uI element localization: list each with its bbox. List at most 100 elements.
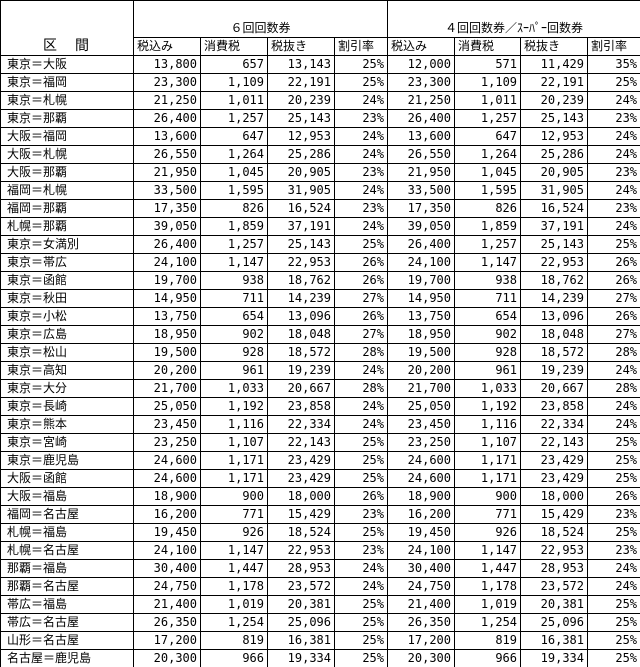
table-row: 東京＝秋田 14,950 711 14,239 27% 14,950 711 14,239 27…	[0, 289, 640, 308]
route-cell: 帯広＝名古屋	[0, 613, 134, 632]
route-cell: 福岡＝那覇	[0, 199, 134, 218]
table-row: 東京＝広島 18,950 902 18,048 27% 18,950 902 18,048 27…	[0, 325, 640, 344]
six-consumption-tax-cell: 926	[200, 523, 268, 542]
six-tax-included-cell: 24,100	[133, 541, 201, 560]
four-consumption-tax-cell: 1,045	[454, 163, 522, 182]
route-cell: 東京＝帯広	[0, 253, 134, 272]
four-discount-rate-cell: 25%	[587, 73, 640, 92]
route-cell: 那覇＝名古屋	[0, 577, 134, 596]
six-tax-included-cell: 21,950	[133, 163, 201, 182]
six-tax-excluded-cell: 20,239	[267, 91, 335, 110]
six-discount-rate-cell: 23%	[333, 505, 389, 524]
four-tax-included-cell: 39,050	[387, 217, 456, 236]
table-row: 大阪＝那覇 21,950 1,045 20,905 23% 21,950 1,045 20,9…	[0, 163, 640, 182]
six-consumption-tax-cell: 1,257	[200, 109, 268, 128]
six-consumption-tax-cell: 961	[200, 361, 268, 380]
six-consumption-tax-cell: 1,033	[200, 379, 268, 398]
six-tax-excluded-cell: 23,572	[267, 577, 335, 596]
four-discount-rate-cell: 25%	[587, 595, 640, 614]
four-consumption-tax-cell: 647	[454, 127, 522, 146]
route-cell: 札幌＝福島	[0, 523, 134, 542]
six-tax-excluded-cell: 20,381	[267, 595, 335, 614]
six-tax-excluded-cell: 22,953	[267, 253, 335, 272]
table-row: 東京＝鹿児島 24,600 1,171 23,429 25% 24,600 1,171 23,…	[0, 451, 640, 470]
route-cell: 東京＝大阪	[0, 55, 134, 74]
four-tax-excluded-cell: 18,048	[520, 325, 589, 344]
route-cell: 大阪＝福島	[0, 487, 134, 506]
four-tax-included-cell: 25,050	[387, 397, 456, 416]
four-tax-excluded-cell: 13,096	[520, 307, 589, 326]
six-tax-included-cell: 24,750	[133, 577, 201, 596]
four-tax-excluded-cell: 22,953	[520, 253, 589, 272]
six-tax-excluded-cell: 20,905	[267, 163, 335, 182]
four-tax-included-cell: 21,700	[387, 379, 456, 398]
six-discount-rate-cell: 25%	[333, 523, 389, 542]
six-discount-rate-cell: 23%	[333, 163, 389, 182]
four-consumption-tax-cell: 1,147	[454, 253, 522, 272]
four-consumption-tax-cell: 1,019	[454, 595, 522, 614]
four-discount-rate-cell: 24%	[587, 145, 640, 164]
four-consumption-tax-cell: 1,859	[454, 217, 522, 236]
route-cell: 東京＝高知	[0, 361, 134, 380]
six-consumption-tax-cell: 1,447	[200, 559, 268, 578]
six-tax-excluded-cell: 23,429	[267, 451, 335, 470]
six-tax-excluded-cell: 28,953	[267, 559, 335, 578]
route-cell: 東京＝長崎	[0, 397, 134, 416]
table-row: 那覇＝名古屋 24,750 1,178 23,572 24% 24,750 1,178 23,…	[0, 577, 640, 596]
section-header: 区 間	[0, 0, 134, 56]
route-cell: 東京＝熊本	[0, 415, 134, 434]
four-tax-included-cell: 33,500	[387, 181, 456, 200]
table-row: 福岡＝札幌 33,500 1,595 31,905 24% 33,500 1,595 31,9…	[0, 181, 640, 200]
route-cell: 東京＝大分	[0, 379, 134, 398]
route-cell: 大阪＝那覇	[0, 163, 134, 182]
table-row: 東京＝高知 20,200 961 19,239 24% 20,200 961 19,239 24…	[0, 361, 640, 380]
four-consumption-tax-cell: 966	[454, 649, 522, 667]
four-discount-rate-cell: 25%	[587, 523, 640, 542]
four-discount-rate-cell: 24%	[587, 127, 640, 146]
six-tax-excluded-cell: 20,667	[267, 379, 335, 398]
four-tax-excluded-cell: 22,191	[520, 73, 589, 92]
four-tax-excluded-cell: 14,239	[520, 289, 589, 308]
four-tax-excluded-cell: 16,524	[520, 199, 589, 218]
four-tax-excluded-cell: 23,858	[520, 397, 589, 416]
six-discount-rate-cell: 28%	[333, 343, 389, 362]
six-tax-included-cell: 17,200	[133, 631, 201, 650]
four-tax-excluded-cell: 19,239	[520, 361, 589, 380]
route-cell: 東京＝秋田	[0, 289, 134, 308]
four-tax-included-cell: 26,400	[387, 235, 456, 254]
four-consumption-tax-cell: 711	[454, 289, 522, 308]
six-tax-included-cell: 23,300	[133, 73, 201, 92]
six-tax-excluded-cell: 22,953	[267, 541, 335, 560]
six-tax-included-cell: 26,400	[133, 235, 201, 254]
six-tax-included-cell: 25,050	[133, 397, 201, 416]
four-discount-rate-cell: 25%	[587, 649, 640, 667]
six-consumption-tax-cell: 711	[200, 289, 268, 308]
four-tax-included-cell: 24,600	[387, 451, 456, 470]
four-consumption-tax-cell: 1,171	[454, 451, 522, 470]
table-row: 那覇＝福島 30,400 1,447 28,953 24% 30,400 1,447 28,9…	[0, 559, 640, 578]
six-discount-rate-cell: 24%	[333, 127, 389, 146]
six-tax-included-cell: 19,500	[133, 343, 201, 362]
six-tax-excluded-cell: 19,239	[267, 361, 335, 380]
six-consumption-tax-cell: 1,178	[200, 577, 268, 596]
table-row: 名古屋＝鹿児島 20,300 966 19,334 25% 20,300 966 19,334…	[0, 649, 640, 667]
route-cell: 東京＝宮崎	[0, 433, 134, 452]
column-header-row: 税込み 消費税 税抜き 割引率 税込み 消費税 税抜き 割引率	[1, 37, 640, 56]
table-row: 札幌＝名古屋 24,100 1,147 22,953 23% 24,100 1,147 22,…	[0, 541, 640, 560]
four-tax-excluded-cell: 12,953	[520, 127, 589, 146]
table-row: 大阪＝福岡 13,600 647 12,953 24% 13,600 647 12,953 24…	[0, 127, 640, 146]
four-ticket-group-header: ４回回数券／ｽｰﾊﾟｰ回数券	[387, 0, 640, 38]
six-consumption-tax-cell: 900	[200, 487, 268, 506]
six-discount-rate-cell: 24%	[333, 415, 389, 434]
four-discount-rate-cell: 26%	[587, 487, 640, 506]
six-tax-excluded-cell: 25,143	[267, 235, 335, 254]
four-tax-included-cell: 17,350	[387, 199, 456, 218]
route-cell: 東京＝鹿児島	[0, 451, 134, 470]
four-discount-rate-cell: 23%	[587, 199, 640, 218]
six-discount-rate-cell: 25%	[333, 235, 389, 254]
route-cell: 名古屋＝鹿児島	[0, 649, 134, 667]
four-tax-included-cell: 18,900	[387, 487, 456, 506]
six-discount-rate-cell: 26%	[333, 307, 389, 326]
six-discount-rate-cell: 25%	[333, 469, 389, 488]
four-tax-excluded-cell: 20,239	[520, 91, 589, 110]
